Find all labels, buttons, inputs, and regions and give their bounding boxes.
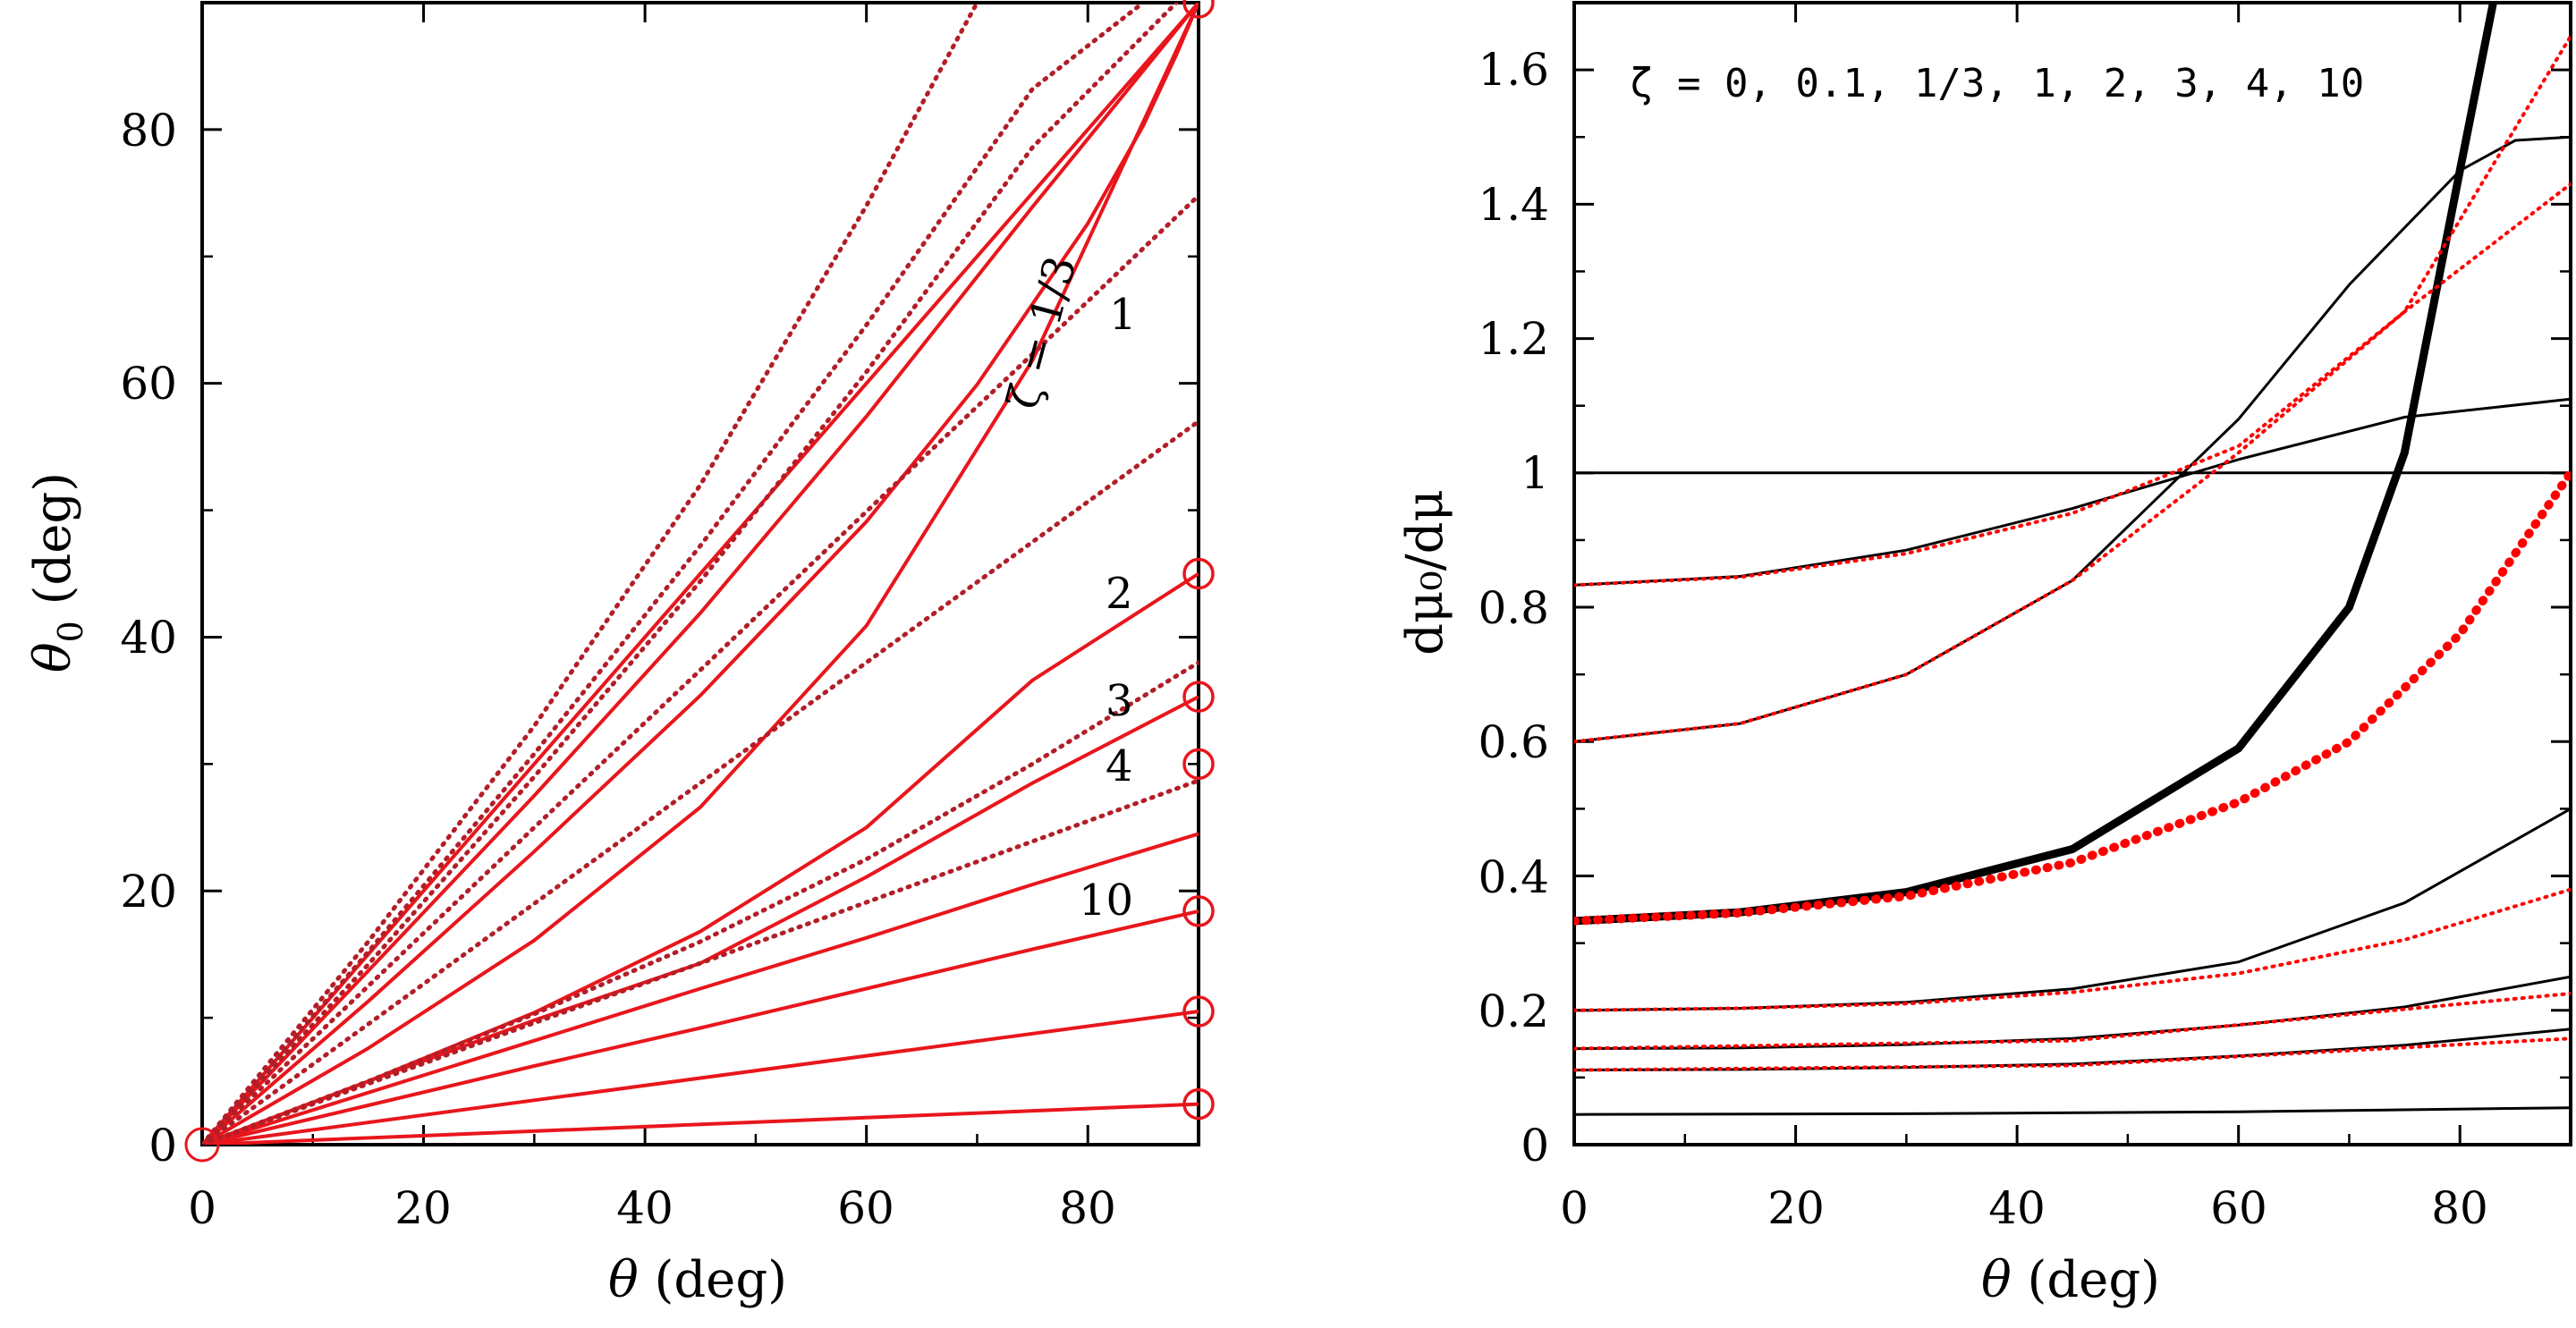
left-xtick-label: 60	[837, 1182, 894, 1234]
right-plot-frame	[1572, 1, 2572, 1146]
left-panel: 0 20 40 60 80 0 20 40 60 80 θ (deg) θ0 (…	[24, 0, 1215, 1309]
series-approx-0.1	[202, 3, 979, 1145]
right-ticks	[1572, 3, 2571, 1146]
series-approx-2	[1574, 887, 2571, 1012]
series-ζ=10	[1574, 1106, 2571, 1116]
right-xtick-label: 0	[1560, 1182, 1589, 1234]
series-approx-3	[202, 419, 1199, 1145]
endpoint-marker	[1182, 557, 1215, 590]
left-series-group	[202, 3, 1199, 1145]
right-ytick-label: 1.4	[1478, 179, 1549, 231]
series-approx-2	[202, 193, 1199, 1145]
right-ytick-label: 1.6	[1478, 44, 1549, 96]
endpoint-marker	[1182, 1087, 1215, 1121]
zeta-values-annotation: ζ = 0, 0.1, 1/3, 1, 2, 3, 4, 10	[1630, 61, 2364, 106]
series-ζ=10	[202, 909, 1199, 1145]
left-x-axis-label: θ (deg)	[608, 1251, 787, 1309]
endpoint-marker	[1182, 995, 1215, 1028]
right-x-axis-label: θ (deg)	[1981, 1251, 2160, 1309]
right-ytick-label: 0.6	[1478, 716, 1549, 768]
endpoint-marker	[1182, 748, 1215, 781]
endpoint-marker	[1182, 0, 1215, 19]
left-ytick-label: 20	[120, 866, 177, 918]
series-approx-1/3	[1574, 182, 2571, 744]
series-approx-4	[1574, 1036, 2571, 1072]
right-ytick-label: 0	[1521, 1120, 1549, 1172]
right-xtick-label: 40	[1988, 1182, 2046, 1234]
right-series	[1574, 3, 2571, 1116]
curve-label-2: 2	[1106, 569, 1133, 619]
left-ytick-label: 80	[120, 105, 177, 156]
series-ζ=4	[202, 832, 1199, 1145]
curve-label-4: 4	[1106, 741, 1133, 791]
left-xtick-label: 80	[1059, 1182, 1116, 1234]
series-ζ=3	[1574, 975, 2571, 1051]
left-markers	[184, 0, 1215, 1163]
left-y-axis-label: θ0 (deg)	[24, 472, 90, 672]
series-approx-1/3	[202, 3, 1146, 1145]
series-ζ=0.1	[1574, 397, 2571, 587]
right-xtick-label: 60	[2210, 1182, 2267, 1234]
series-approx-10	[202, 778, 1199, 1145]
left-ytick-label: 40	[120, 612, 177, 664]
right-ytick-label: 0.4	[1478, 851, 1549, 903]
left-xtick-label: 40	[616, 1182, 674, 1234]
series-lower-2	[202, 1102, 1199, 1145]
left-ytick-label: 0	[148, 1120, 177, 1172]
curve-label-10: 10	[1079, 875, 1133, 926]
series-lower-1	[202, 1010, 1199, 1145]
left-ytick-label: 60	[120, 358, 177, 410]
right-ytick-label: 0.2	[1478, 985, 1549, 1037]
series-approx-3	[1574, 992, 2571, 1051]
right-y-axis-label: dμ₀/dμ	[1396, 489, 1454, 656]
right-ytick-label: 1.2	[1478, 313, 1549, 365]
right-ytick-label: 1	[1521, 447, 1549, 499]
series-approx-0.1	[1574, 34, 2571, 588]
series-ζ=2	[1574, 808, 2571, 1012]
series-approx-1	[1574, 468, 2571, 926]
series-ζ=0.1	[202, 3, 1199, 1145]
series-ζ=1	[202, 3, 1199, 1145]
series-approx-4	[202, 660, 1199, 1145]
right-xtick-label: 80	[2431, 1182, 2488, 1234]
curve-label-1: 1	[1109, 290, 1137, 340]
right-ytick-label: 0.8	[1478, 582, 1549, 634]
left-ticks	[200, 3, 1199, 1146]
endpoint-marker	[1182, 681, 1215, 713]
series-ζ=0	[202, 3, 1199, 1145]
left-xtick-label: 20	[394, 1182, 452, 1234]
left-xtick-label: 0	[188, 1182, 216, 1234]
origin-marker	[184, 1127, 220, 1163]
series-ζ=1	[1574, 3, 2497, 926]
right-series-group	[1574, 3, 2571, 1116]
curve-label-3: 3	[1106, 676, 1133, 726]
series-approx-1	[202, 3, 1179, 1145]
endpoint-marker	[1182, 895, 1215, 927]
series-ζ=1/3	[1574, 135, 2571, 743]
right-xtick-label: 20	[1767, 1182, 1825, 1234]
left-series	[202, 3, 1199, 1145]
right-panel: 0 20 40 60 80 0 0.2 0.4 0.6 0.8 1 1.2 1.…	[1396, 1, 2572, 1309]
